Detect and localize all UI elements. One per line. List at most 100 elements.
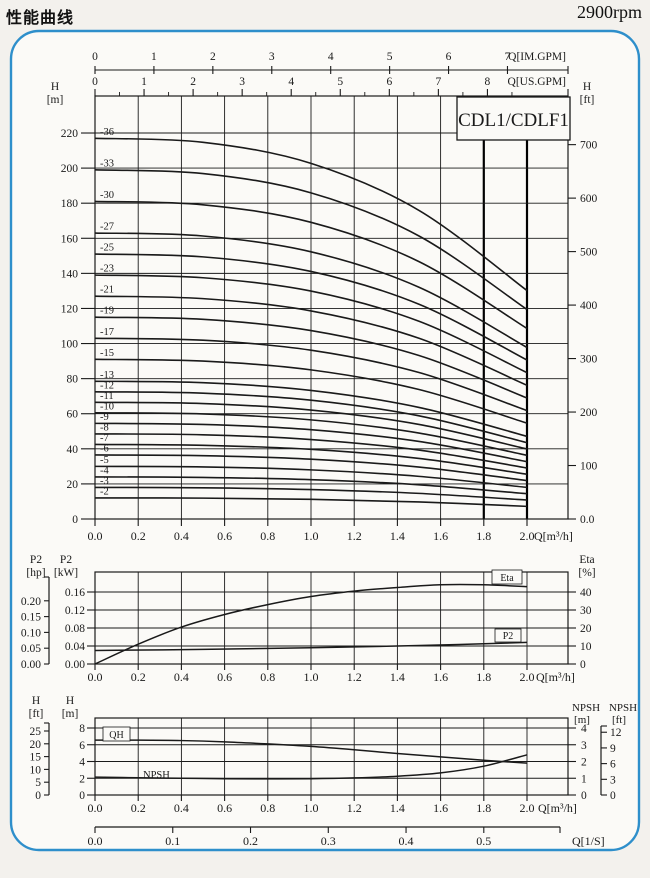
svg-text:8: 8: [485, 76, 491, 88]
svg-text:H: H: [66, 695, 74, 707]
svg-text:6: 6: [79, 740, 85, 752]
svg-text:NPSH: NPSH: [572, 702, 600, 714]
svg-text:-12: -12: [100, 380, 114, 391]
svg-text:0.4: 0.4: [174, 670, 189, 684]
svg-text:-13: -13: [100, 370, 114, 381]
svg-text:3: 3: [269, 51, 275, 63]
model-label-box: CDL1/CDLF1: [456, 96, 571, 141]
svg-text:7: 7: [505, 51, 511, 63]
svg-text:6: 6: [610, 759, 616, 771]
svg-text:500: 500: [580, 247, 598, 259]
svg-text:[ft]: [ft]: [29, 708, 44, 720]
svg-text:0.0: 0.0: [88, 801, 103, 815]
svg-text:0.2: 0.2: [243, 834, 258, 848]
svg-text:1.2: 1.2: [347, 670, 362, 684]
svg-text:10: 10: [30, 764, 42, 776]
svg-text:-6: -6: [100, 443, 109, 454]
svg-text:1.4: 1.4: [390, 670, 405, 684]
qh-npsh-grid: [94, 717, 569, 796]
svg-text:0.5: 0.5: [476, 834, 491, 848]
svg-text:0.4: 0.4: [174, 801, 189, 815]
svg-text:4: 4: [288, 76, 294, 88]
svg-text:1.8: 1.8: [476, 529, 491, 543]
svg-text:200: 200: [61, 163, 79, 175]
svg-text:[%]: [%]: [578, 567, 595, 579]
svg-text:1.6: 1.6: [433, 801, 448, 815]
svg-text:CDL1/CDLF1: CDL1/CDLF1: [458, 110, 569, 131]
svg-text:-10: -10: [100, 401, 114, 412]
svg-text:0.0: 0.0: [580, 514, 595, 526]
svg-text:-5: -5: [100, 455, 109, 466]
svg-text:120: 120: [61, 303, 79, 315]
svg-text:1.6: 1.6: [433, 670, 448, 684]
svg-text:0.20: 0.20: [21, 596, 41, 608]
svg-text:P2: P2: [30, 554, 42, 566]
svg-text:180: 180: [61, 198, 79, 210]
svg-text:H: H: [32, 695, 40, 707]
rpm-label: 2900rpm: [577, 2, 642, 22]
svg-text:25: 25: [30, 726, 42, 738]
svg-text:0.4: 0.4: [174, 529, 189, 543]
svg-text:160: 160: [61, 233, 79, 245]
svg-text:NPSH: NPSH: [143, 770, 170, 781]
svg-text:200: 200: [580, 407, 598, 419]
svg-text:7: 7: [436, 76, 442, 88]
svg-text:0.16: 0.16: [65, 587, 85, 599]
svg-text:0.2: 0.2: [131, 529, 146, 543]
svg-text:-19: -19: [100, 306, 114, 317]
svg-text:2: 2: [190, 76, 196, 88]
svg-text:Eta: Eta: [500, 573, 514, 584]
svg-text:0.6: 0.6: [217, 801, 232, 815]
svg-text:Q[US.GPM]: Q[US.GPM]: [508, 76, 566, 88]
svg-text:[ft]: [ft]: [580, 94, 595, 106]
svg-text:80: 80: [67, 374, 79, 386]
svg-text:100: 100: [580, 461, 598, 473]
svg-text:0.6: 0.6: [217, 670, 232, 684]
svg-text:1.8: 1.8: [476, 670, 491, 684]
svg-text:220: 220: [61, 128, 79, 140]
svg-text:0.3: 0.3: [321, 834, 336, 848]
svg-text:20: 20: [67, 479, 79, 491]
qh-npsh-axes: 0510152025H[ft]02468H[m]01234NPSH[m]0369…: [29, 695, 637, 848]
power-chart-axes: 0.000.050.100.150.20P2[hp]0.000.040.080.…: [21, 554, 596, 684]
svg-text:12: 12: [610, 727, 622, 739]
svg-text:1.2: 1.2: [347, 529, 362, 543]
svg-text:QH: QH: [109, 730, 123, 741]
svg-text:3: 3: [610, 774, 616, 786]
svg-text:0.00: 0.00: [21, 659, 41, 671]
power-chart: 0.000.050.100.150.20P2[hp]0.000.040.080.…: [21, 554, 596, 684]
svg-text:0.10: 0.10: [21, 627, 41, 639]
svg-text:[m]: [m]: [574, 714, 590, 726]
svg-text:15: 15: [30, 752, 42, 764]
svg-text:Eta: Eta: [579, 554, 594, 566]
svg-text:0.8: 0.8: [260, 801, 275, 815]
svg-text:-11: -11: [100, 391, 114, 402]
svg-text:Q[m³/h]: Q[m³/h]: [538, 801, 577, 815]
svg-text:0.0: 0.0: [88, 529, 103, 543]
svg-text:10: 10: [580, 641, 592, 653]
svg-text:4: 4: [79, 757, 85, 769]
svg-text:[m]: [m]: [47, 94, 64, 106]
svg-text:0.08: 0.08: [65, 623, 85, 635]
svg-text:5: 5: [387, 51, 393, 63]
svg-text:-36: -36: [100, 127, 114, 138]
svg-text:2.0: 2.0: [520, 801, 535, 815]
svg-text:-3: -3: [100, 476, 109, 487]
svg-text:400: 400: [580, 300, 598, 312]
svg-text:-25: -25: [100, 243, 114, 254]
svg-text:0.12: 0.12: [65, 605, 85, 617]
svg-text:-27: -27: [100, 222, 114, 233]
svg-text:0: 0: [92, 51, 98, 63]
svg-text:NPSH: NPSH: [609, 702, 637, 714]
svg-text:-17: -17: [100, 327, 114, 338]
qh-npsh-curve-labels: QH NPSH: [102, 726, 170, 781]
svg-text:-23: -23: [100, 264, 114, 275]
svg-text:0.2: 0.2: [131, 670, 146, 684]
svg-text:60: 60: [67, 409, 79, 421]
svg-text:Q[1/S]: Q[1/S]: [572, 834, 605, 848]
svg-text:30: 30: [580, 605, 592, 617]
svg-text:0: 0: [92, 76, 98, 88]
svg-text:100: 100: [61, 339, 79, 351]
svg-text:1.0: 1.0: [304, 670, 319, 684]
